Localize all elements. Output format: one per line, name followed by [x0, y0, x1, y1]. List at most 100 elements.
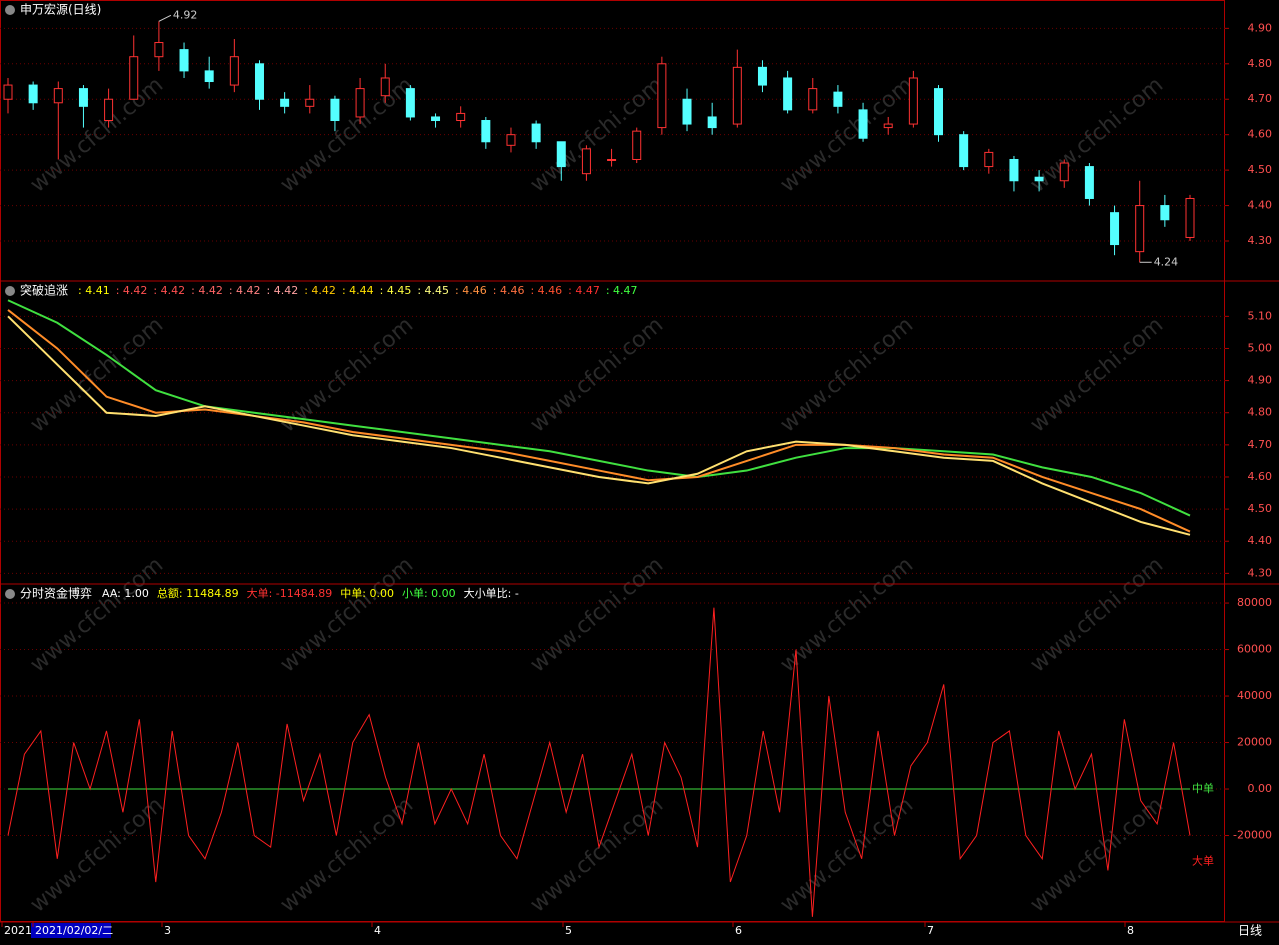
candle-body — [431, 116, 441, 122]
x-tick-label: 6 — [735, 924, 742, 937]
y-tick-label: 4.70 — [1248, 438, 1273, 451]
candle-body — [1185, 197, 1195, 238]
candle-body — [53, 88, 63, 104]
candle-body — [1084, 166, 1094, 199]
candle-body — [581, 148, 591, 175]
candle-body — [355, 88, 365, 118]
header-value: : 4.42 — [229, 284, 261, 297]
candle-body — [1034, 176, 1044, 182]
candle-body — [380, 77, 390, 97]
y-tick-label: 4.90 — [1248, 374, 1273, 387]
y-tick-label: 4.50 — [1248, 502, 1273, 515]
series-line — [7, 315, 1191, 536]
panel-icon — [5, 589, 15, 599]
y-tick-label: 4.60 — [1248, 470, 1273, 483]
candle-body — [632, 130, 642, 160]
y-tick-label: 4.60 — [1248, 128, 1273, 141]
candle-body — [1110, 212, 1120, 246]
y-tick-label: 80000 — [1237, 596, 1272, 609]
header-value: : 4.42 — [191, 284, 223, 297]
candle-body — [808, 88, 818, 111]
header-value: : 4.46 — [455, 284, 487, 297]
header-value: : 4.46 — [493, 284, 525, 297]
panel-title: 分时资金博弈 — [20, 586, 92, 601]
period[interactable]: 日线 — [1238, 924, 1262, 938]
candle-body — [204, 70, 214, 83]
candle-body — [154, 42, 164, 58]
candle-body — [783, 77, 793, 111]
x-tick-label: 7 — [927, 924, 934, 937]
x-tick-label: 4 — [374, 924, 381, 937]
candle-body — [506, 134, 516, 146]
header-value: : 4.45 — [380, 284, 412, 297]
candle-body — [732, 66, 742, 125]
panel-icon — [5, 5, 15, 15]
candle-body — [707, 116, 717, 129]
header-value: : 4.46 — [530, 284, 562, 297]
candle-body — [934, 88, 944, 136]
x-tick-label: 5 — [565, 924, 572, 937]
max-pointer — [158, 14, 172, 22]
candle-body — [456, 112, 466, 122]
panel-icon — [5, 286, 15, 296]
y-tick-label: 4.70 — [1248, 92, 1273, 105]
stat-value: 大单: -11484.89 — [247, 586, 333, 600]
x-tick-label: 2021 — [4, 924, 32, 937]
max-label: 4.92 — [173, 8, 198, 21]
candle-body — [858, 109, 868, 139]
header-value: : 4.44 — [342, 284, 374, 297]
y-tick-label: 0.00 — [1248, 782, 1273, 795]
candle-body — [129, 56, 139, 100]
candle-body — [959, 134, 969, 168]
candle-body — [330, 98, 340, 122]
series-line — [7, 309, 1191, 533]
candle-body — [28, 84, 38, 104]
candle-body — [481, 120, 491, 143]
y-tick-label: 4.30 — [1248, 566, 1273, 579]
candle-body — [305, 98, 315, 107]
header-value: : 4.42 — [267, 284, 299, 297]
stat-value: 小单: 0.00 — [402, 587, 456, 600]
candle-body — [3, 84, 13, 100]
header-value: : 4.41 — [78, 284, 110, 297]
y-tick-label: 4.40 — [1248, 199, 1273, 212]
header-value: : 4.47 — [568, 284, 600, 297]
series-line — [7, 607, 1191, 917]
candle-body — [179, 49, 189, 72]
stat-value: 中单: 0.00 — [340, 587, 394, 600]
x-tick-label: 2021/02/02/二 — [35, 924, 113, 937]
y-tick-label: 20000 — [1237, 736, 1272, 749]
y-tick-label: -20000 — [1233, 829, 1272, 842]
series-label: 大单 — [1192, 854, 1214, 868]
candle-body — [1135, 205, 1145, 253]
y-tick-label: 4.90 — [1248, 21, 1273, 34]
header-value: : 4.42 — [116, 284, 148, 297]
candle-body — [984, 151, 994, 168]
min-label: 4.24 — [1154, 255, 1179, 268]
candle-body — [1059, 162, 1069, 182]
candle-body — [1009, 158, 1019, 182]
y-tick-label: 4.50 — [1248, 163, 1273, 176]
candle-body — [556, 141, 566, 168]
candle-body — [229, 56, 239, 86]
y-tick-label: 4.40 — [1248, 534, 1273, 547]
x-tick-label: 8 — [1127, 924, 1134, 937]
candle-body — [682, 98, 692, 125]
panel-title: 突破追涨 — [20, 283, 68, 298]
candle-body — [280, 98, 290, 107]
y-tick-label: 4.80 — [1248, 57, 1273, 70]
candle-body — [757, 66, 767, 86]
y-tick-label: 4.30 — [1248, 234, 1273, 247]
stat-value: 总额: 11484.89 — [157, 586, 239, 600]
candle-body — [1160, 205, 1170, 221]
date-highlight — [31, 923, 111, 938]
candle-body — [908, 77, 918, 125]
candle-body — [78, 88, 88, 107]
y-tick-label: 60000 — [1237, 643, 1272, 656]
candle-body — [883, 123, 893, 129]
candle-body — [104, 98, 114, 122]
candle-body — [531, 123, 541, 143]
stat-value: 大小单比: - — [464, 586, 519, 600]
header-value: : 4.47 — [606, 284, 638, 297]
